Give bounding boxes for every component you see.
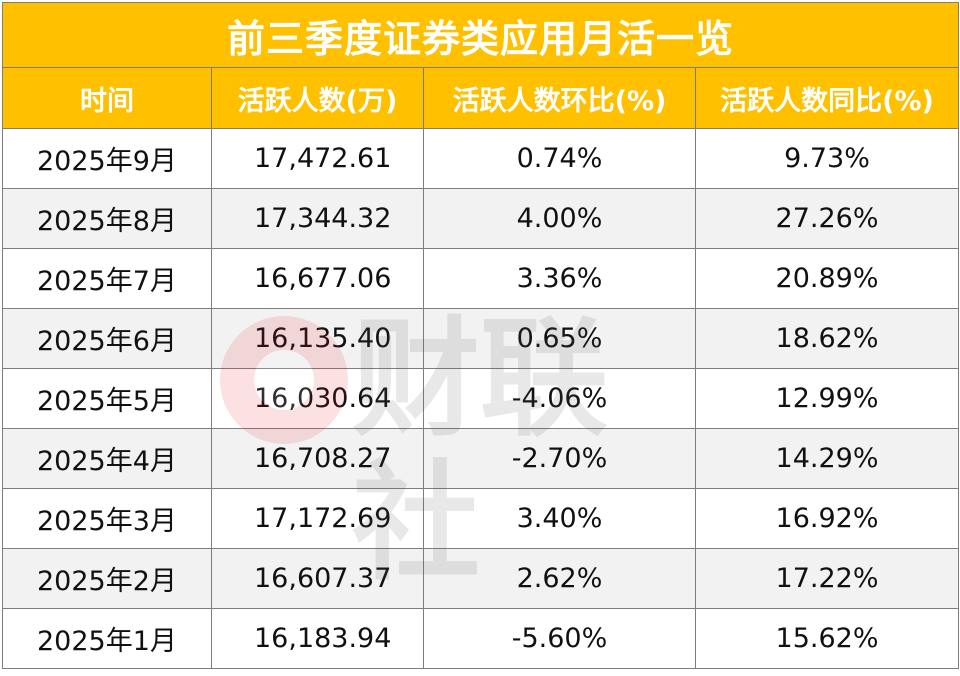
cell-yoy: 14.29%: [694, 428, 960, 489]
table-row: 2025年5月 16,030.64 -4.06% 12.99%: [2, 368, 960, 429]
header-row: 时间 活跃人数(万) 活跃人数环比(%) 活跃人数同比(%): [2, 67, 960, 129]
cell-mom: -5.60%: [423, 608, 696, 669]
cell-active-users: 16,030.64: [211, 368, 424, 429]
table-row: 2025年1月 16,183.94 -5.60% 15.62%: [2, 608, 960, 669]
cell-month: 2025年4月: [2, 428, 212, 489]
cell-yoy: 27.26%: [694, 188, 960, 249]
cell-yoy: 18.62%: [694, 308, 960, 369]
cell-active-users: 16,135.40: [211, 308, 424, 369]
cell-month: 2025年1月: [2, 608, 212, 669]
table-body: 2025年9月 17,472.61 0.74% 9.73% 2025年8月 17,344.…: [2, 128, 960, 669]
cell-month: 2025年3月: [2, 488, 212, 549]
cell-active-users: 17,344.32: [211, 188, 424, 249]
table-title: 前三季度证券类应用月活一览: [1, 2, 960, 68]
cell-month: 2025年2月: [2, 548, 212, 609]
table-row: 2025年2月 16,607.37 2.62% 17.22%: [2, 548, 960, 609]
cell-active-users: 16,708.27: [211, 428, 424, 489]
cell-month: 2025年7月: [2, 248, 212, 309]
cell-yoy: 12.99%: [694, 368, 960, 429]
cell-active-users: 16,183.94: [211, 608, 424, 669]
cell-mom: 3.36%: [423, 248, 696, 309]
cell-month: 2025年9月: [2, 128, 212, 189]
cell-mom: 3.40%: [423, 488, 696, 549]
cell-month: 2025年6月: [2, 308, 212, 369]
cell-mom: -2.70%: [423, 428, 696, 489]
table-row: 2025年4月 16,708.27 -2.70% 14.29%: [2, 428, 960, 489]
cell-active-users: 16,607.37: [211, 548, 424, 609]
table-row: 2025年6月 16,135.40 0.65% 18.62%: [2, 308, 960, 369]
cell-mom: -4.06%: [423, 368, 696, 429]
cell-mom: 4.00%: [423, 188, 696, 249]
table-row: 2025年9月 17,472.61 0.74% 9.73%: [2, 128, 960, 189]
table-row: 2025年3月 17,172.69 3.40% 16.92%: [2, 488, 960, 549]
cell-month: 2025年8月: [2, 188, 212, 249]
cell-yoy: 20.89%: [694, 248, 960, 309]
table-row: 2025年8月 17,344.32 4.00% 27.26%: [2, 188, 960, 249]
cell-active-users: 17,472.61: [211, 128, 424, 189]
column-header-mom: 活跃人数环比(%): [423, 67, 696, 129]
cell-mom: 0.74%: [423, 128, 696, 189]
title-row: 前三季度证券类应用月活一览: [1, 2, 960, 68]
cell-mom: 2.62%: [423, 548, 696, 609]
cell-active-users: 16,677.06: [211, 248, 424, 309]
cell-mom: 0.65%: [423, 308, 696, 369]
column-header-active-users: 活跃人数(万): [211, 67, 424, 129]
column-header-time: 时间: [2, 67, 212, 129]
cell-yoy: 17.22%: [694, 548, 960, 609]
cell-yoy: 16.92%: [694, 488, 960, 549]
cell-active-users: 17,172.69: [211, 488, 424, 549]
cell-month: 2025年5月: [2, 368, 212, 429]
cell-yoy: 9.73%: [694, 128, 960, 189]
cell-yoy: 15.62%: [694, 608, 960, 669]
column-header-yoy: 活跃人数同比(%): [694, 67, 960, 129]
table-row: 2025年7月 16,677.06 3.36% 20.89%: [2, 248, 960, 309]
